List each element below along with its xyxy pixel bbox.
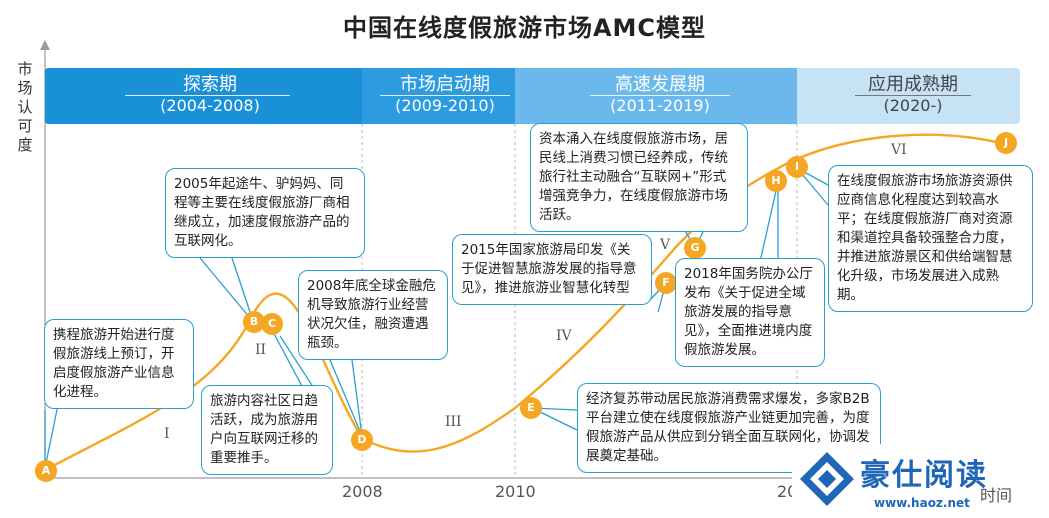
brand-watermark: 豪仕阅读 www.haoz.net xyxy=(792,444,1049,518)
phase-divider-2 xyxy=(380,95,510,96)
phase-title-1: 探索期 xyxy=(183,74,237,95)
x-tick-2008: 2008 xyxy=(342,482,383,501)
note-a: 携程旅游开始进行度假旅游线上预订，开启度假旅游产业信息化进程。 xyxy=(44,319,194,409)
stage-label-4: IV xyxy=(556,328,572,344)
phase-divider-3 xyxy=(590,95,730,96)
chart-title: 中国在线度假旅游市场AMC模型 xyxy=(342,14,707,42)
stage-label-1: I xyxy=(164,426,170,442)
note-i: 在线度假旅游市场旅游资源供应商信息化程度达到较高水平；在线度假旅游厂商对资源和渠… xyxy=(828,165,1033,312)
point-g: G xyxy=(684,237,706,259)
note-h: 2018年国务院办公厅发布《关于促进全域旅游发展的指导意见》，全面推进境内度假旅… xyxy=(675,258,825,367)
note-f: 2015年国家旅游局印发《关于促进智慧旅游发展的指导意见》，推进旅游业智慧化转型 xyxy=(452,234,652,305)
note-c: 旅游内容社区日趋活跃，成为旅游用户向互联网迁移的重要推手。 xyxy=(201,385,333,475)
point-a: A xyxy=(35,460,57,482)
point-i: I xyxy=(786,156,808,178)
phase-years-4: (2020-) xyxy=(883,96,943,115)
y-axis-label: 市场认可度 xyxy=(17,60,33,154)
point-h: H xyxy=(765,170,787,192)
phase-years-1: (2004-2008) xyxy=(160,96,260,115)
note-g: 资本涌入在线度假旅游市场，居民线上消费习惯已经养成，传统旅行社主动融合“互联网+… xyxy=(530,123,748,232)
brand-url: www.haoz.net xyxy=(874,496,970,510)
point-c: C xyxy=(261,313,283,335)
x-tick-2010: 2010 xyxy=(495,482,536,501)
brand-logo-icon xyxy=(800,452,854,506)
stage-label-6: VI xyxy=(891,142,907,158)
note-b: 2005年起途牛、驴妈妈、同程等主要在线度假旅游厂商相继成立，加速度假旅游产品的… xyxy=(165,168,365,258)
phase-banner-1 xyxy=(45,68,375,124)
stage-label-5: V xyxy=(660,237,671,253)
point-b: B xyxy=(243,311,265,333)
phase-years-2: (2009-2010) xyxy=(395,96,495,115)
phase-title-2: 市场启动期 xyxy=(400,74,490,95)
stage-label-3: III xyxy=(445,414,462,430)
point-f: F xyxy=(655,272,677,294)
phase-years-3: (2011-2019) xyxy=(610,96,710,115)
y-axis-arrow xyxy=(40,40,50,50)
phase-title-3: 高速发展期 xyxy=(615,74,705,95)
phase-banner-4 xyxy=(797,68,1020,124)
stage-label-2: II xyxy=(255,342,267,358)
point-e: E xyxy=(520,397,542,419)
note-d: 2008年底全球金融危机导致旅游行业经营状况欠佳，融资遭遇瓶颈。 xyxy=(298,270,448,360)
phase-banner-2 xyxy=(362,68,532,124)
phase-title-4: 应用成熟期 xyxy=(868,74,958,95)
phase-divider-1 xyxy=(125,95,290,96)
brand-name: 豪仕阅读 xyxy=(860,458,988,493)
x-axis-label: 时间 xyxy=(980,486,1013,505)
point-j: J xyxy=(995,132,1017,154)
phase-banner-3 xyxy=(515,68,815,124)
phase-divider-4 xyxy=(855,95,971,96)
point-d: D xyxy=(351,429,373,451)
